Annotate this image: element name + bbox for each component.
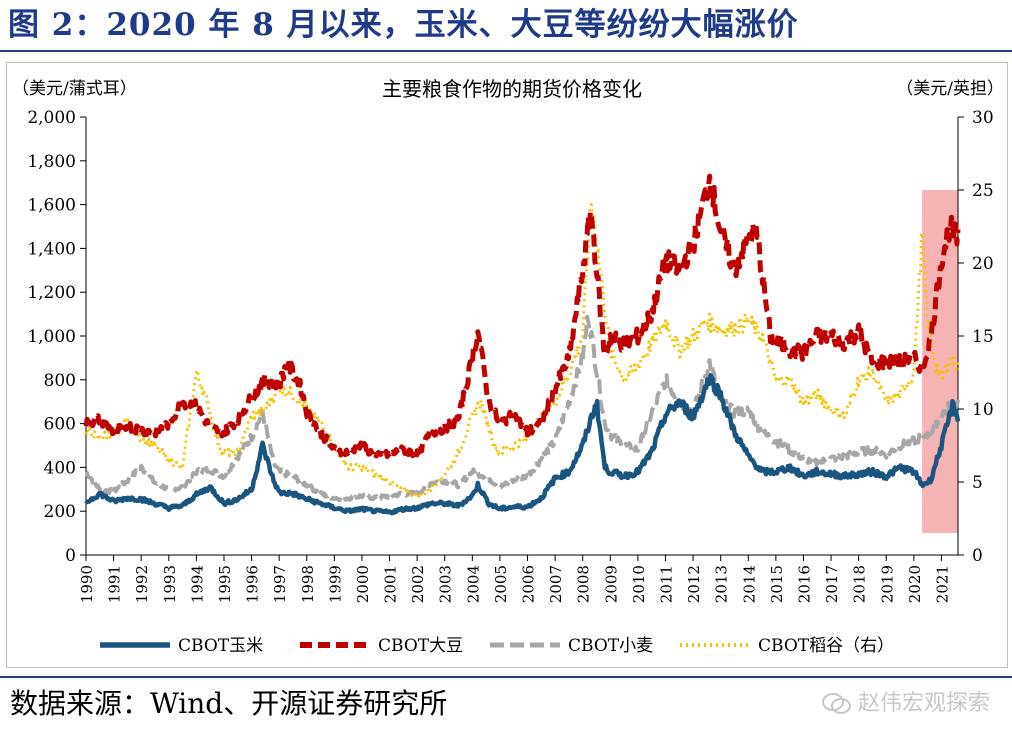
chart-frame [6, 62, 1008, 668]
x-tick-label: 1990 [78, 565, 96, 603]
wechat-icon [821, 693, 851, 714]
highlight-band [922, 190, 958, 534]
x-tick-label: 2020 [906, 565, 924, 603]
x-tick-label: 2021 [933, 565, 951, 603]
x-tick-label: 2016 [795, 565, 813, 603]
x-tick-label: 2000 [354, 565, 372, 603]
right-tick-label: 25 [972, 181, 994, 201]
title-rule [0, 50, 1012, 52]
x-tick-label: 1997 [271, 565, 289, 603]
x-tick-label: 2009 [602, 565, 620, 603]
left-tick-label: 1,800 [27, 152, 76, 172]
legend-label: CBOT大豆 [378, 636, 463, 656]
right-axis-unit: （美元/英担） [896, 79, 1004, 99]
series-line-CBOT稻谷（右） [84, 203, 960, 500]
figure-title: 图 2：2020 年 8 月以来，玉米、大豆等纷纷大幅涨价 [8, 7, 799, 43]
series-line-CBOT小麦 [84, 314, 960, 503]
source-rule [0, 676, 1012, 678]
right-tick-label: 20 [972, 254, 994, 274]
left-tick-label: 400 [44, 458, 76, 478]
x-tick-label: 1991 [106, 565, 124, 603]
x-tick-label: 2004 [464, 565, 482, 603]
legend-label: CBOT稻谷（右） [758, 636, 894, 656]
x-tick-label: 2005 [492, 565, 510, 603]
series-line-CBOT大豆 [83, 173, 961, 460]
x-tick-label: 2013 [713, 565, 731, 603]
chart-title: 主要粮食作物的期货价格变化 [382, 77, 642, 101]
legend-label: CBOT小麦 [568, 636, 653, 656]
x-tick-label: 2019 [878, 565, 896, 603]
legend: CBOT玉米 CBOT大豆 CBOT小麦 CBOT稻谷（右） [100, 636, 894, 656]
x-tick-label: 2003 [437, 565, 455, 603]
series-line-CBOT玉米 [84, 373, 961, 516]
x-tick-label: 1999 [326, 565, 344, 603]
x-tick-label: 2017 [823, 565, 841, 603]
right-tick-label: 30 [972, 108, 994, 128]
left-axis-unit: （美元/蒲式耳） [12, 79, 137, 99]
x-tick-label: 1996 [244, 565, 262, 603]
left-tick-label: 600 [44, 415, 76, 435]
right-tick-label: 0 [972, 546, 983, 566]
left-tick-label: 200 [44, 502, 76, 522]
x-tick-label: 1998 [299, 565, 317, 603]
x-tick-label: 2002 [409, 565, 427, 603]
x-tick-label: 1994 [188, 565, 206, 603]
x-tick-label: 2012 [685, 565, 703, 603]
price-chart: 主要粮食作物的期货价格变化 （美元/蒲式耳） （美元/英担） 020040060… [12, 77, 1004, 656]
x-tick-label: 1992 [133, 565, 151, 603]
left-tick-label: 1,000 [27, 327, 76, 347]
x-tick-label: 2011 [657, 565, 675, 603]
left-tick-label: 2,000 [27, 108, 76, 128]
right-tick-label: 5 [972, 473, 983, 493]
watermark-text: 赵伟宏观探索 [857, 691, 990, 716]
left-tick-label: 0 [65, 546, 76, 566]
x-tick-label: 2015 [768, 565, 786, 603]
x-tick-label: 2001 [382, 565, 400, 603]
left-tick-label: 1,400 [27, 239, 76, 259]
x-tick-label: 2006 [520, 565, 538, 603]
right-tick-label: 15 [972, 327, 994, 347]
x-tick-label: 1995 [216, 565, 234, 603]
x-tick-label: 2014 [740, 565, 758, 603]
x-tick-label: 1993 [161, 565, 179, 603]
left-tick-label: 1,600 [27, 196, 76, 216]
x-tick-label: 2018 [851, 565, 869, 603]
plot-area: 02004006008001,0001,2001,4001,6001,8002,… [27, 108, 993, 603]
legend-label: CBOT玉米 [178, 636, 263, 656]
x-tick-label: 2008 [575, 565, 593, 603]
x-tick-label: 2007 [547, 565, 565, 603]
source-note: 数据来源：Wind、开源证券研究所 [10, 687, 448, 720]
left-tick-label: 800 [44, 371, 76, 391]
x-tick-label: 2010 [630, 565, 648, 603]
left-tick-label: 1,200 [27, 283, 76, 303]
watermark: 赵伟宏观探索 [821, 682, 990, 726]
right-tick-label: 10 [972, 400, 994, 420]
